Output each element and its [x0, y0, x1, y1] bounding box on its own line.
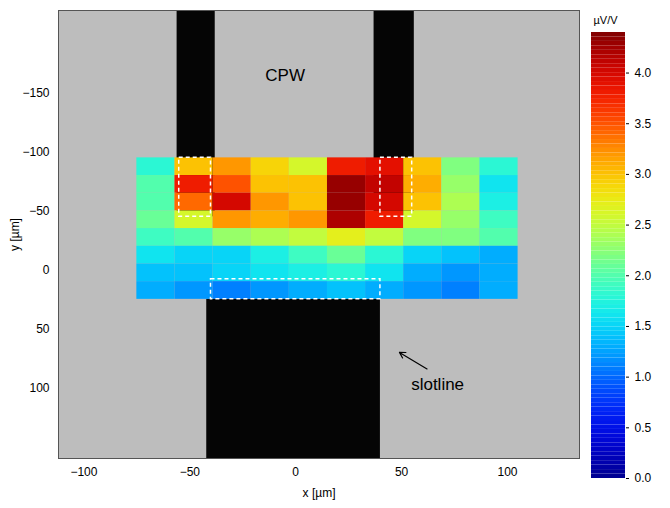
svg-text:−150: −150 — [22, 86, 49, 100]
svg-text:y [µm]: y [µm] — [8, 218, 22, 251]
svg-text:0: 0 — [292, 465, 299, 479]
svg-text:µV/V: µV/V — [594, 14, 619, 26]
svg-text:−100: −100 — [70, 465, 97, 479]
svg-text:50: 50 — [36, 322, 50, 336]
svg-text:3.5: 3.5 — [635, 117, 652, 131]
svg-text:4.0: 4.0 — [635, 66, 652, 80]
svg-text:100: 100 — [497, 465, 517, 479]
svg-text:−50: −50 — [29, 204, 50, 218]
svg-text:100: 100 — [29, 381, 49, 395]
svg-text:1.0: 1.0 — [635, 370, 652, 384]
svg-text:3.0: 3.0 — [635, 167, 652, 181]
svg-text:1.5: 1.5 — [635, 319, 652, 333]
svg-text:CPW: CPW — [265, 66, 305, 85]
svg-text:0.0: 0.0 — [635, 471, 652, 485]
svg-text:x [µm]: x [µm] — [303, 486, 336, 500]
svg-text:2.0: 2.0 — [635, 269, 652, 283]
svg-text:2.5: 2.5 — [635, 218, 652, 232]
svg-text:0: 0 — [43, 263, 50, 277]
svg-text:50: 50 — [395, 465, 409, 479]
svg-text:−50: −50 — [180, 465, 201, 479]
svg-text:slotline: slotline — [411, 375, 464, 394]
svg-text:0.5: 0.5 — [635, 421, 652, 435]
svg-text:−100: −100 — [22, 145, 49, 159]
